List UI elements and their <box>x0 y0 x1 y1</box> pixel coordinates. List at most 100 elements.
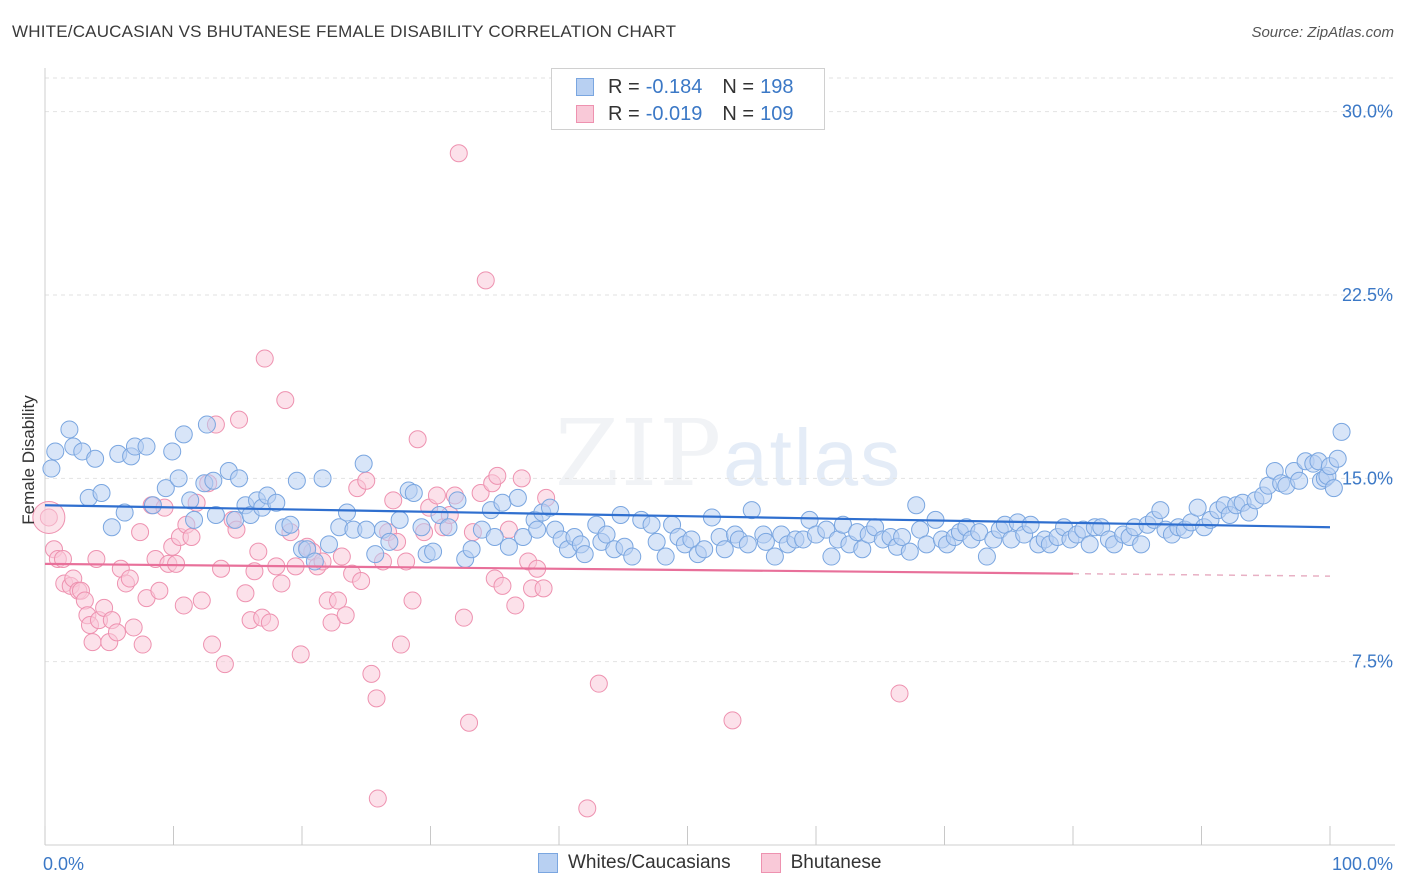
white-caucasian-point <box>833 515 852 534</box>
white-caucasian-point <box>267 493 286 512</box>
legend-item-bhutanese[interactable]: Bhutanese <box>760 852 882 874</box>
whites-trend-line <box>44 504 1331 529</box>
y-tick-label: 15.0% <box>1342 468 1393 488</box>
bhutanese-point <box>291 645 310 664</box>
bhutanese-point <box>272 574 291 593</box>
white-caucasian-point <box>174 425 193 444</box>
white-caucasian-point <box>900 542 919 561</box>
legend-n-label: N = <box>722 75 755 98</box>
white-caucasian-point <box>977 547 996 566</box>
source-label: Source: ZipAtlas.com <box>1251 24 1394 41</box>
white-caucasian-point <box>528 520 547 539</box>
bhutanese-point <box>336 606 355 625</box>
bhutanese-point <box>230 410 249 429</box>
legend-n-value: 198 <box>760 75 794 98</box>
bhutanese-point <box>534 579 553 598</box>
bhutanese-point <box>454 608 473 627</box>
legend-r-value: -0.184 <box>645 75 703 98</box>
bhutanese-point <box>215 655 234 674</box>
white-caucasian-point <box>1324 479 1343 498</box>
bhutanese-point <box>249 542 268 561</box>
x-tick-label-max: 100.0% <box>1332 854 1393 874</box>
bhutanese-point <box>167 554 186 573</box>
bhutanese-point <box>460 713 479 732</box>
white-caucasian-point <box>404 484 423 502</box>
white-caucasian-point <box>822 547 841 566</box>
white-caucasian-point <box>597 525 616 544</box>
white-caucasian-point <box>893 528 912 546</box>
bhutanese-point <box>391 635 410 654</box>
bhutanese-point <box>133 635 152 654</box>
white-caucasian-point <box>390 510 409 529</box>
bhutanese-point <box>131 523 150 542</box>
white-caucasian-point <box>1188 498 1207 517</box>
white-caucasian-point <box>439 518 458 537</box>
bhutanese-point <box>322 613 341 632</box>
legend-label-bhutanese: Bhutanese <box>790 852 882 873</box>
white-caucasian-point <box>42 459 61 478</box>
bhutanese-point <box>408 430 427 449</box>
white-caucasian-point <box>226 510 245 529</box>
bhutanese-point <box>427 486 446 505</box>
white-caucasian-point <box>86 449 105 468</box>
white-caucasian-point <box>817 520 836 539</box>
white-caucasian-point <box>623 547 642 566</box>
white-caucasian-point <box>715 540 734 559</box>
legend-item-whites[interactable]: Whites/Caucasians <box>538 852 731 874</box>
bhutanese-point <box>890 684 909 703</box>
white-caucasian-point <box>508 488 527 507</box>
white-caucasian-point <box>366 545 385 564</box>
white-caucasian-point <box>380 532 399 551</box>
white-caucasian-point <box>143 496 162 515</box>
legend-swatch-blue <box>576 78 594 96</box>
bhutanese-point <box>368 789 387 808</box>
bhutanese-point <box>589 674 608 693</box>
bhutanese-point <box>260 613 279 632</box>
bhutanese-trend-extension <box>1072 572 1331 577</box>
white-caucasian-point <box>169 469 188 488</box>
bhutanese-point <box>124 618 143 637</box>
white-caucasian-point <box>647 532 666 551</box>
bhutanese-point <box>488 466 507 485</box>
white-caucasian-point <box>656 547 675 566</box>
white-caucasian-point <box>92 484 111 502</box>
trend-lines <box>44 504 1331 577</box>
white-caucasian-point <box>163 442 182 461</box>
white-caucasian-point <box>514 528 533 546</box>
white-caucasian-point <box>354 454 373 473</box>
bhutanese-point <box>476 271 495 290</box>
white-caucasian-point <box>738 535 757 554</box>
white-caucasian-point <box>695 540 714 559</box>
white-caucasian-point <box>1328 449 1347 468</box>
legend-n-label: N = <box>722 102 755 125</box>
axes <box>44 68 1395 846</box>
white-caucasian-point <box>337 503 356 522</box>
bhutanese-point <box>506 596 525 615</box>
y-tick-label: 7.5% <box>1352 652 1393 672</box>
white-caucasian-point <box>1290 471 1309 490</box>
white-caucasian-point <box>204 471 223 490</box>
bhutanese-point <box>512 469 531 488</box>
white-caucasian-point <box>137 437 156 456</box>
bhutanese-point <box>203 635 222 654</box>
bhutanese-point <box>367 689 386 708</box>
y-tick-label: 22.5% <box>1342 285 1393 305</box>
legend-r-label: R = <box>608 75 640 98</box>
bhutanese-point <box>493 576 512 595</box>
legend-r-value: -0.019 <box>645 102 703 125</box>
bhutanese-point <box>182 528 201 546</box>
white-caucasian-point <box>319 535 338 554</box>
y-axis-title: Female Disability <box>19 395 38 525</box>
bhutanese-point <box>236 584 255 603</box>
white-caucasian-point <box>102 518 121 537</box>
white-caucasian-point <box>1021 515 1040 534</box>
bhutanese-point <box>83 633 102 652</box>
white-caucasian-point <box>115 503 134 522</box>
legend-r-label: R = <box>608 102 640 125</box>
bhutanese-point <box>255 349 274 368</box>
legend-swatch-pink <box>576 105 594 123</box>
x-tick-label-min: 0.0% <box>43 854 84 874</box>
bhutanese-point <box>32 500 66 534</box>
white-caucasian-point <box>281 515 300 534</box>
bhutanese-point <box>120 569 139 588</box>
